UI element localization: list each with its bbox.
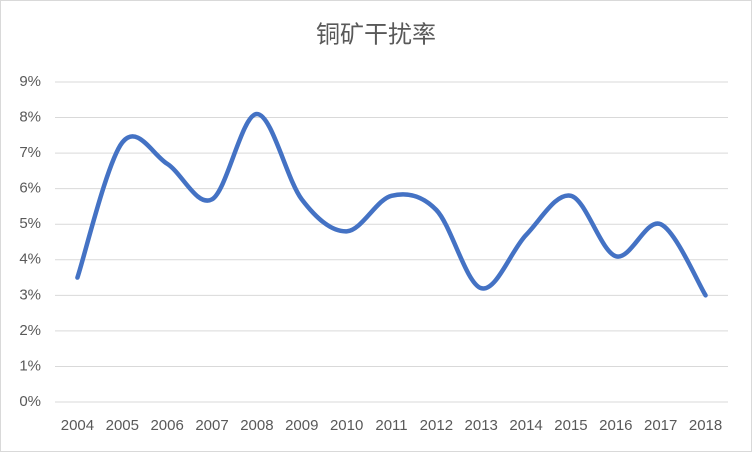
- x-tick-label: 2004: [61, 417, 94, 434]
- y-tick-label: 8%: [19, 109, 41, 126]
- y-tick-label: 9%: [19, 73, 41, 90]
- x-tick-label: 2008: [240, 417, 273, 434]
- x-tick-label: 2007: [195, 417, 228, 434]
- y-tick-label: 0%: [19, 393, 41, 410]
- x-tick-label: 2009: [285, 417, 318, 434]
- y-tick-label: 6%: [19, 180, 41, 197]
- x-tick-label: 2013: [465, 417, 498, 434]
- x-tick-label: 2005: [106, 417, 139, 434]
- x-tick-label: 2010: [330, 417, 363, 434]
- x-tick-label: 2017: [644, 417, 677, 434]
- x-tick-label: 2014: [509, 417, 542, 434]
- x-tick-label: 2018: [689, 417, 722, 434]
- y-tick-label: 7%: [19, 144, 41, 161]
- x-tick-label: 2011: [375, 417, 407, 434]
- y-tick-label: 5%: [19, 215, 41, 232]
- x-tick-label: 2012: [420, 417, 453, 434]
- x-tick-label: 2006: [150, 417, 183, 434]
- y-tick-label: 4%: [19, 251, 41, 268]
- x-tick-label: 2016: [599, 417, 632, 434]
- data-line: [75, 111, 708, 298]
- y-tick-label: 2%: [19, 322, 41, 339]
- x-tick-label: 2015: [554, 417, 587, 434]
- chart-title: 铜矿干扰率: [316, 21, 436, 48]
- y-tick-label: 1%: [19, 357, 41, 374]
- y-tick-label: 3%: [19, 286, 41, 303]
